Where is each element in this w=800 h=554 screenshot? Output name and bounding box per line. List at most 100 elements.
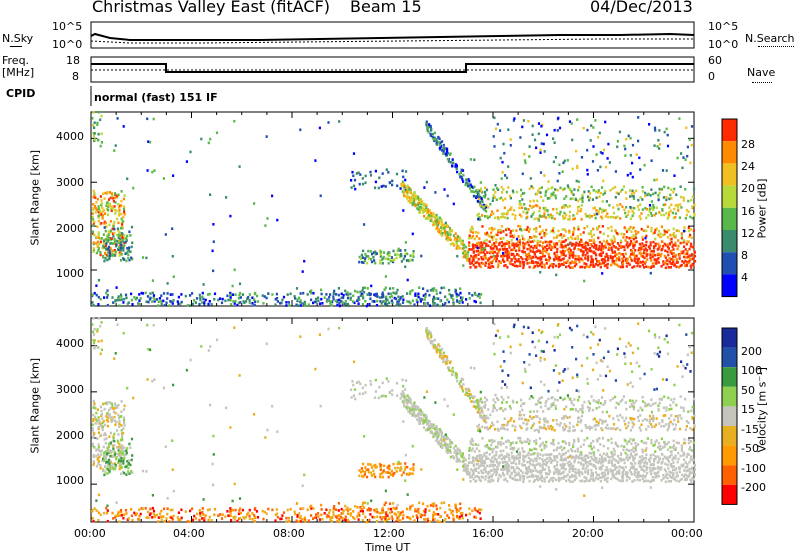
velocity-cell [458, 460, 461, 463]
power-cell [527, 208, 530, 211]
power-cell [550, 230, 553, 233]
power-cell [163, 304, 166, 307]
power-cell [158, 297, 162, 300]
power-cell [256, 300, 260, 303]
power-cell [544, 258, 548, 261]
velocity-cell [409, 409, 412, 412]
velocity-cell [600, 465, 603, 469]
power-cell [490, 261, 493, 264]
power-cell [495, 233, 498, 236]
velocity-cell [402, 392, 405, 396]
power-cell [460, 176, 463, 179]
power-cell [606, 262, 609, 266]
power-cell [519, 263, 522, 266]
velocity-cell [581, 479, 584, 483]
power-cell [340, 292, 343, 296]
power-cell [420, 208, 423, 211]
power-cell [428, 215, 432, 219]
nsearch-label: N.Search [745, 32, 795, 45]
velocity-cell [569, 480, 572, 483]
power-cell [180, 293, 183, 296]
velocity-cell [497, 462, 500, 465]
velocity-cell [367, 470, 371, 474]
velocity-cell [94, 417, 97, 421]
power-cell [660, 213, 663, 217]
power-cell [380, 302, 383, 305]
power-cell [391, 183, 394, 187]
velocity-cell [375, 465, 378, 469]
power-cell [497, 188, 500, 191]
power-cell [678, 216, 682, 219]
velocity-cell [532, 469, 535, 472]
power-cell [113, 149, 116, 152]
power-cell [507, 253, 510, 257]
velocity-cell [401, 378, 404, 382]
velocity-cell [652, 458, 656, 461]
velocity-cell [412, 468, 415, 472]
power-cell [672, 252, 675, 255]
velocity-cell [105, 418, 108, 422]
power-cell [344, 302, 347, 306]
velocity-cell [535, 477, 539, 480]
velocity-cell [498, 456, 501, 459]
power-cell [481, 225, 484, 228]
velocity-cell [435, 350, 439, 354]
velocity-cell [643, 470, 646, 473]
power-cell [666, 243, 669, 246]
power-cell [443, 188, 446, 191]
velocity-cell [361, 474, 364, 478]
velocity-cell [485, 421, 488, 424]
velocity-cell [602, 444, 605, 448]
velocity-cell [683, 475, 686, 478]
power-cell [589, 246, 592, 250]
power-cell [409, 201, 412, 204]
power-cell [495, 198, 498, 201]
power-cell [515, 237, 519, 241]
velocity-cell [409, 398, 412, 402]
power-cell [614, 252, 617, 255]
velocity-cell [405, 406, 408, 409]
power-cell [453, 238, 456, 242]
velocity-cell [534, 474, 538, 478]
velocity-cell [480, 475, 483, 479]
power-cell [655, 206, 658, 209]
power-cell [587, 232, 590, 235]
velocity-cell [463, 468, 466, 471]
power-cell [478, 241, 481, 245]
velocity-cell [107, 464, 110, 468]
velocity-cell [358, 474, 361, 478]
velocity-cell [94, 415, 97, 419]
velocity-cell [623, 461, 626, 465]
velocity-cell [486, 464, 489, 468]
velocity-cell [545, 440, 548, 444]
power-cell [237, 296, 240, 300]
power-cell [554, 245, 557, 248]
power-cell [567, 186, 570, 189]
velocity-cell [572, 464, 575, 468]
power-cell [406, 192, 409, 196]
power-cell [403, 186, 406, 189]
velocity-cell [373, 396, 377, 399]
power-cell [619, 190, 622, 193]
power-cell [374, 253, 377, 256]
power-cell [618, 130, 621, 134]
velocity-cell [674, 454, 677, 458]
power-cell [521, 125, 524, 129]
power-cbar-tick-4: 4 [741, 271, 748, 284]
power-cell [500, 254, 503, 258]
velocity-cell [535, 439, 538, 442]
power-cell [618, 252, 621, 255]
velocity-cell [565, 475, 568, 478]
velocity-cell [94, 406, 97, 410]
power-cell [629, 248, 633, 252]
power-cell [401, 180, 404, 184]
velocity-cell [478, 465, 481, 468]
velocity-cell [455, 455, 458, 459]
velocity-cell [381, 475, 384, 479]
power-cell [549, 213, 553, 217]
power-cell [677, 229, 680, 233]
velocity-cell [560, 464, 563, 468]
velocity-cell [470, 400, 473, 403]
power-cell [577, 242, 580, 246]
power-cell [653, 231, 656, 234]
